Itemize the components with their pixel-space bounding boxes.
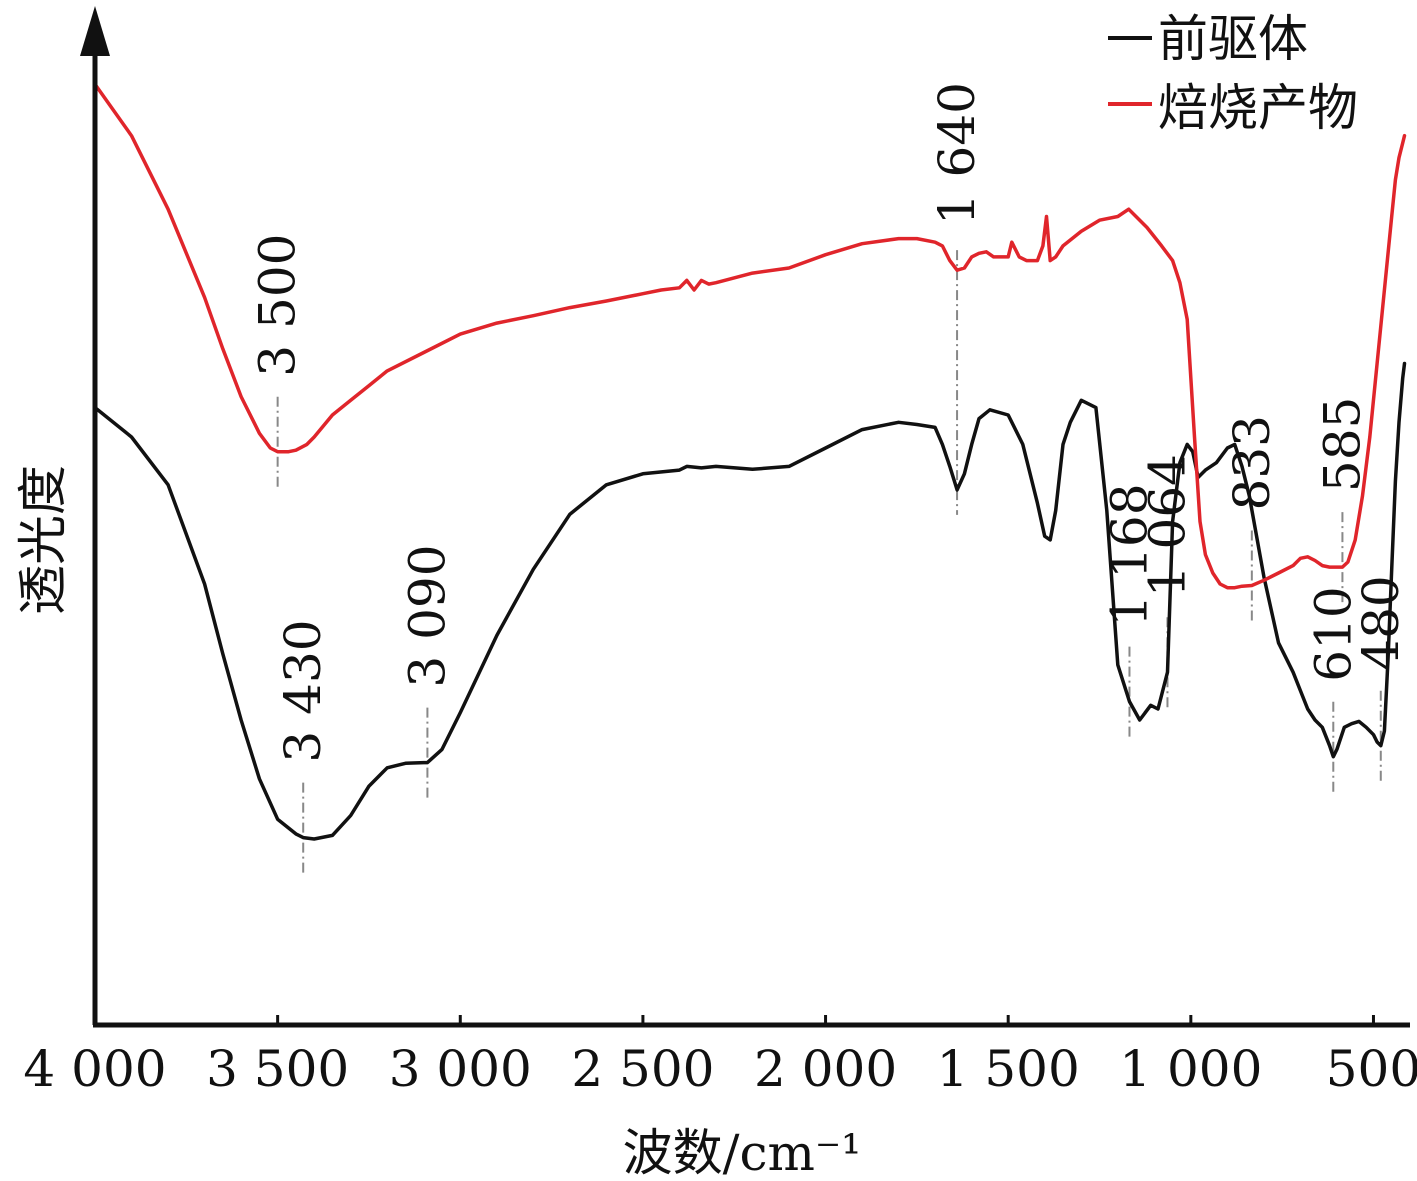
legend-label-calcined: 焙烧产物 (1158, 79, 1358, 137)
peak-label: 585 (1313, 397, 1371, 492)
calcined-series-line (95, 82, 1407, 590)
precursor-series-line (95, 361, 1407, 841)
peak-label: 3 090 (398, 544, 456, 687)
x-axis-ticks: 4 000 3 500 3 000 2 500 2 000 1 500 1 000 500 (23, 1015, 1417, 1098)
peak-label: 1 064 (1138, 454, 1196, 597)
x-tick-label: 1 000 (1119, 1040, 1262, 1098)
legend-label-precursor: 前驱体 (1158, 10, 1308, 68)
y-axis-arrow (80, 6, 110, 56)
peak-label: 610 (1304, 586, 1362, 681)
peak-label: 1 168 (1100, 483, 1158, 626)
x-tick-label: 4 000 (23, 1040, 166, 1098)
peak-label: 3 430 (274, 619, 332, 762)
x-tick-label: 2 500 (571, 1040, 714, 1098)
spectra (95, 82, 1407, 841)
x-tick-label: 500 (1326, 1040, 1417, 1098)
peak-label: 3 500 (249, 234, 307, 377)
x-tick-label: 1 500 (937, 1040, 1080, 1098)
peak-label: 833 (1223, 415, 1281, 510)
peak-label: 1 640 (928, 82, 986, 225)
legend: 前驱体 焙烧产物 (1108, 10, 1358, 137)
x-tick-label: 2 000 (754, 1040, 897, 1098)
y-axis-label: 透光度 (14, 465, 72, 615)
x-tick-label: 3 500 (206, 1040, 349, 1098)
peak-guide-lines (276, 250, 1382, 873)
x-tick-label: 3 000 (389, 1040, 532, 1098)
peak-label: 480 (1352, 575, 1410, 670)
x-axis-label: 波数/cm⁻¹ (623, 1124, 862, 1181)
